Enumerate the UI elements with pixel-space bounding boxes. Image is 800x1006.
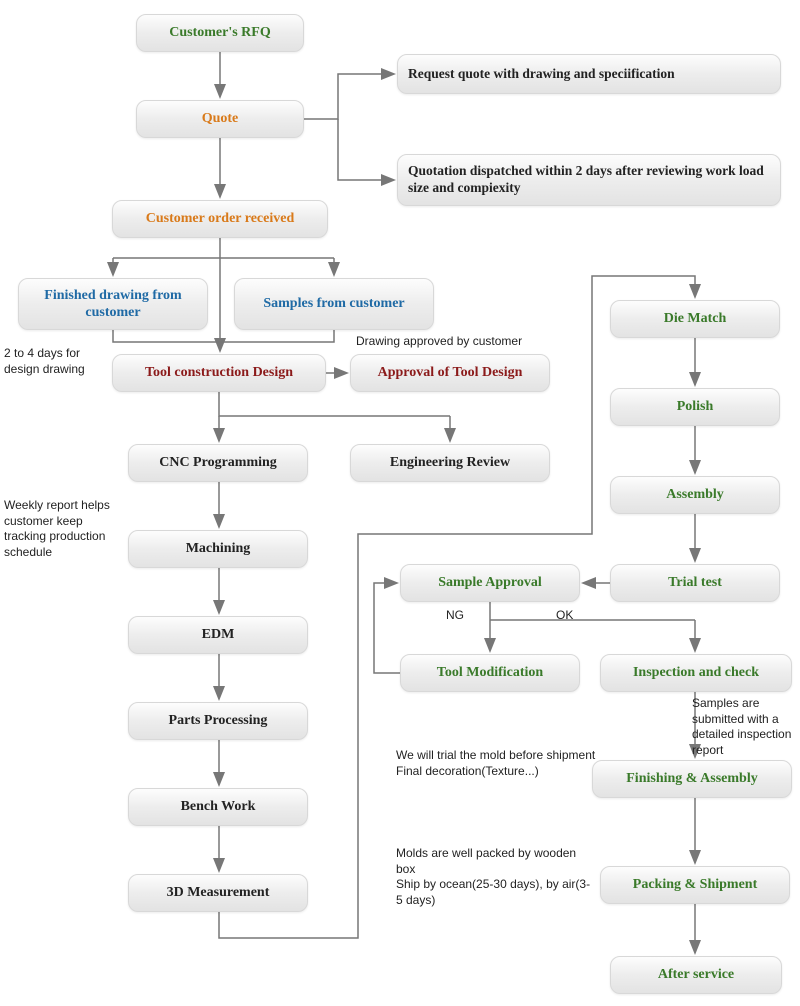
- note-ship_note: Molds are well packed by wooden boxShip …: [396, 846, 596, 908]
- node-req_quote: Request quote with drawing and speciific…: [397, 54, 781, 94]
- node-tool_design: Tool construction Design: [112, 354, 326, 392]
- note-weekly_report: Weekly report helps customer keep tracki…: [4, 498, 124, 560]
- node-packing: Packing & Shipment: [600, 866, 790, 904]
- node-trial_test: Trial test: [610, 564, 780, 602]
- note-trial_note: We will trial the mold before shipmentFi…: [396, 748, 596, 779]
- edge-10: [220, 330, 334, 342]
- edge-12: [219, 392, 450, 416]
- node-die_match: Die Match: [610, 300, 780, 338]
- node-after_service: After service: [610, 956, 782, 994]
- edge-3: [338, 119, 393, 180]
- edge-2: [304, 74, 393, 119]
- node-samples: Samples from customer: [234, 278, 434, 330]
- node-inspection: Inspection and check: [600, 654, 792, 692]
- node-polish: Polish: [610, 388, 780, 426]
- node-machining: Machining: [128, 530, 308, 568]
- node-finishing: Finishing & Assembly: [592, 760, 792, 798]
- node-measure3d: 3D Measurement: [128, 874, 308, 912]
- note-inspect_note: Samples are submitted with a detailed in…: [692, 696, 800, 758]
- edge-9: [113, 330, 220, 342]
- node-eng_review: Engineering Review: [350, 444, 550, 482]
- node-bench: Bench Work: [128, 788, 308, 826]
- node-order_received: Customer order received: [112, 200, 328, 238]
- node-assembly: Assembly: [610, 476, 780, 514]
- note-ng: NG: [446, 608, 476, 624]
- note-drawing_appr: Drawing approved by customer: [356, 334, 556, 350]
- edge-29: [374, 583, 400, 673]
- note-ok: OK: [556, 608, 586, 624]
- node-quote: Quote: [136, 100, 304, 138]
- node-quot_dispatch: Quotation dispatched within 2 days after…: [397, 154, 781, 206]
- node-parts: Parts Processing: [128, 702, 308, 740]
- node-cnc: CNC Programming: [128, 444, 308, 482]
- note-design_days: 2 to 4 days for design drawing: [4, 346, 108, 377]
- node-edm: EDM: [128, 616, 308, 654]
- node-rfq: Customer's RFQ: [136, 14, 304, 52]
- node-tool_mod: Tool Modification: [400, 654, 580, 692]
- node-finished_draw: Finished drawing from customer: [18, 278, 208, 330]
- node-approval_tool: Approval of Tool Design: [350, 354, 550, 392]
- node-sample_appr: Sample Approval: [400, 564, 580, 602]
